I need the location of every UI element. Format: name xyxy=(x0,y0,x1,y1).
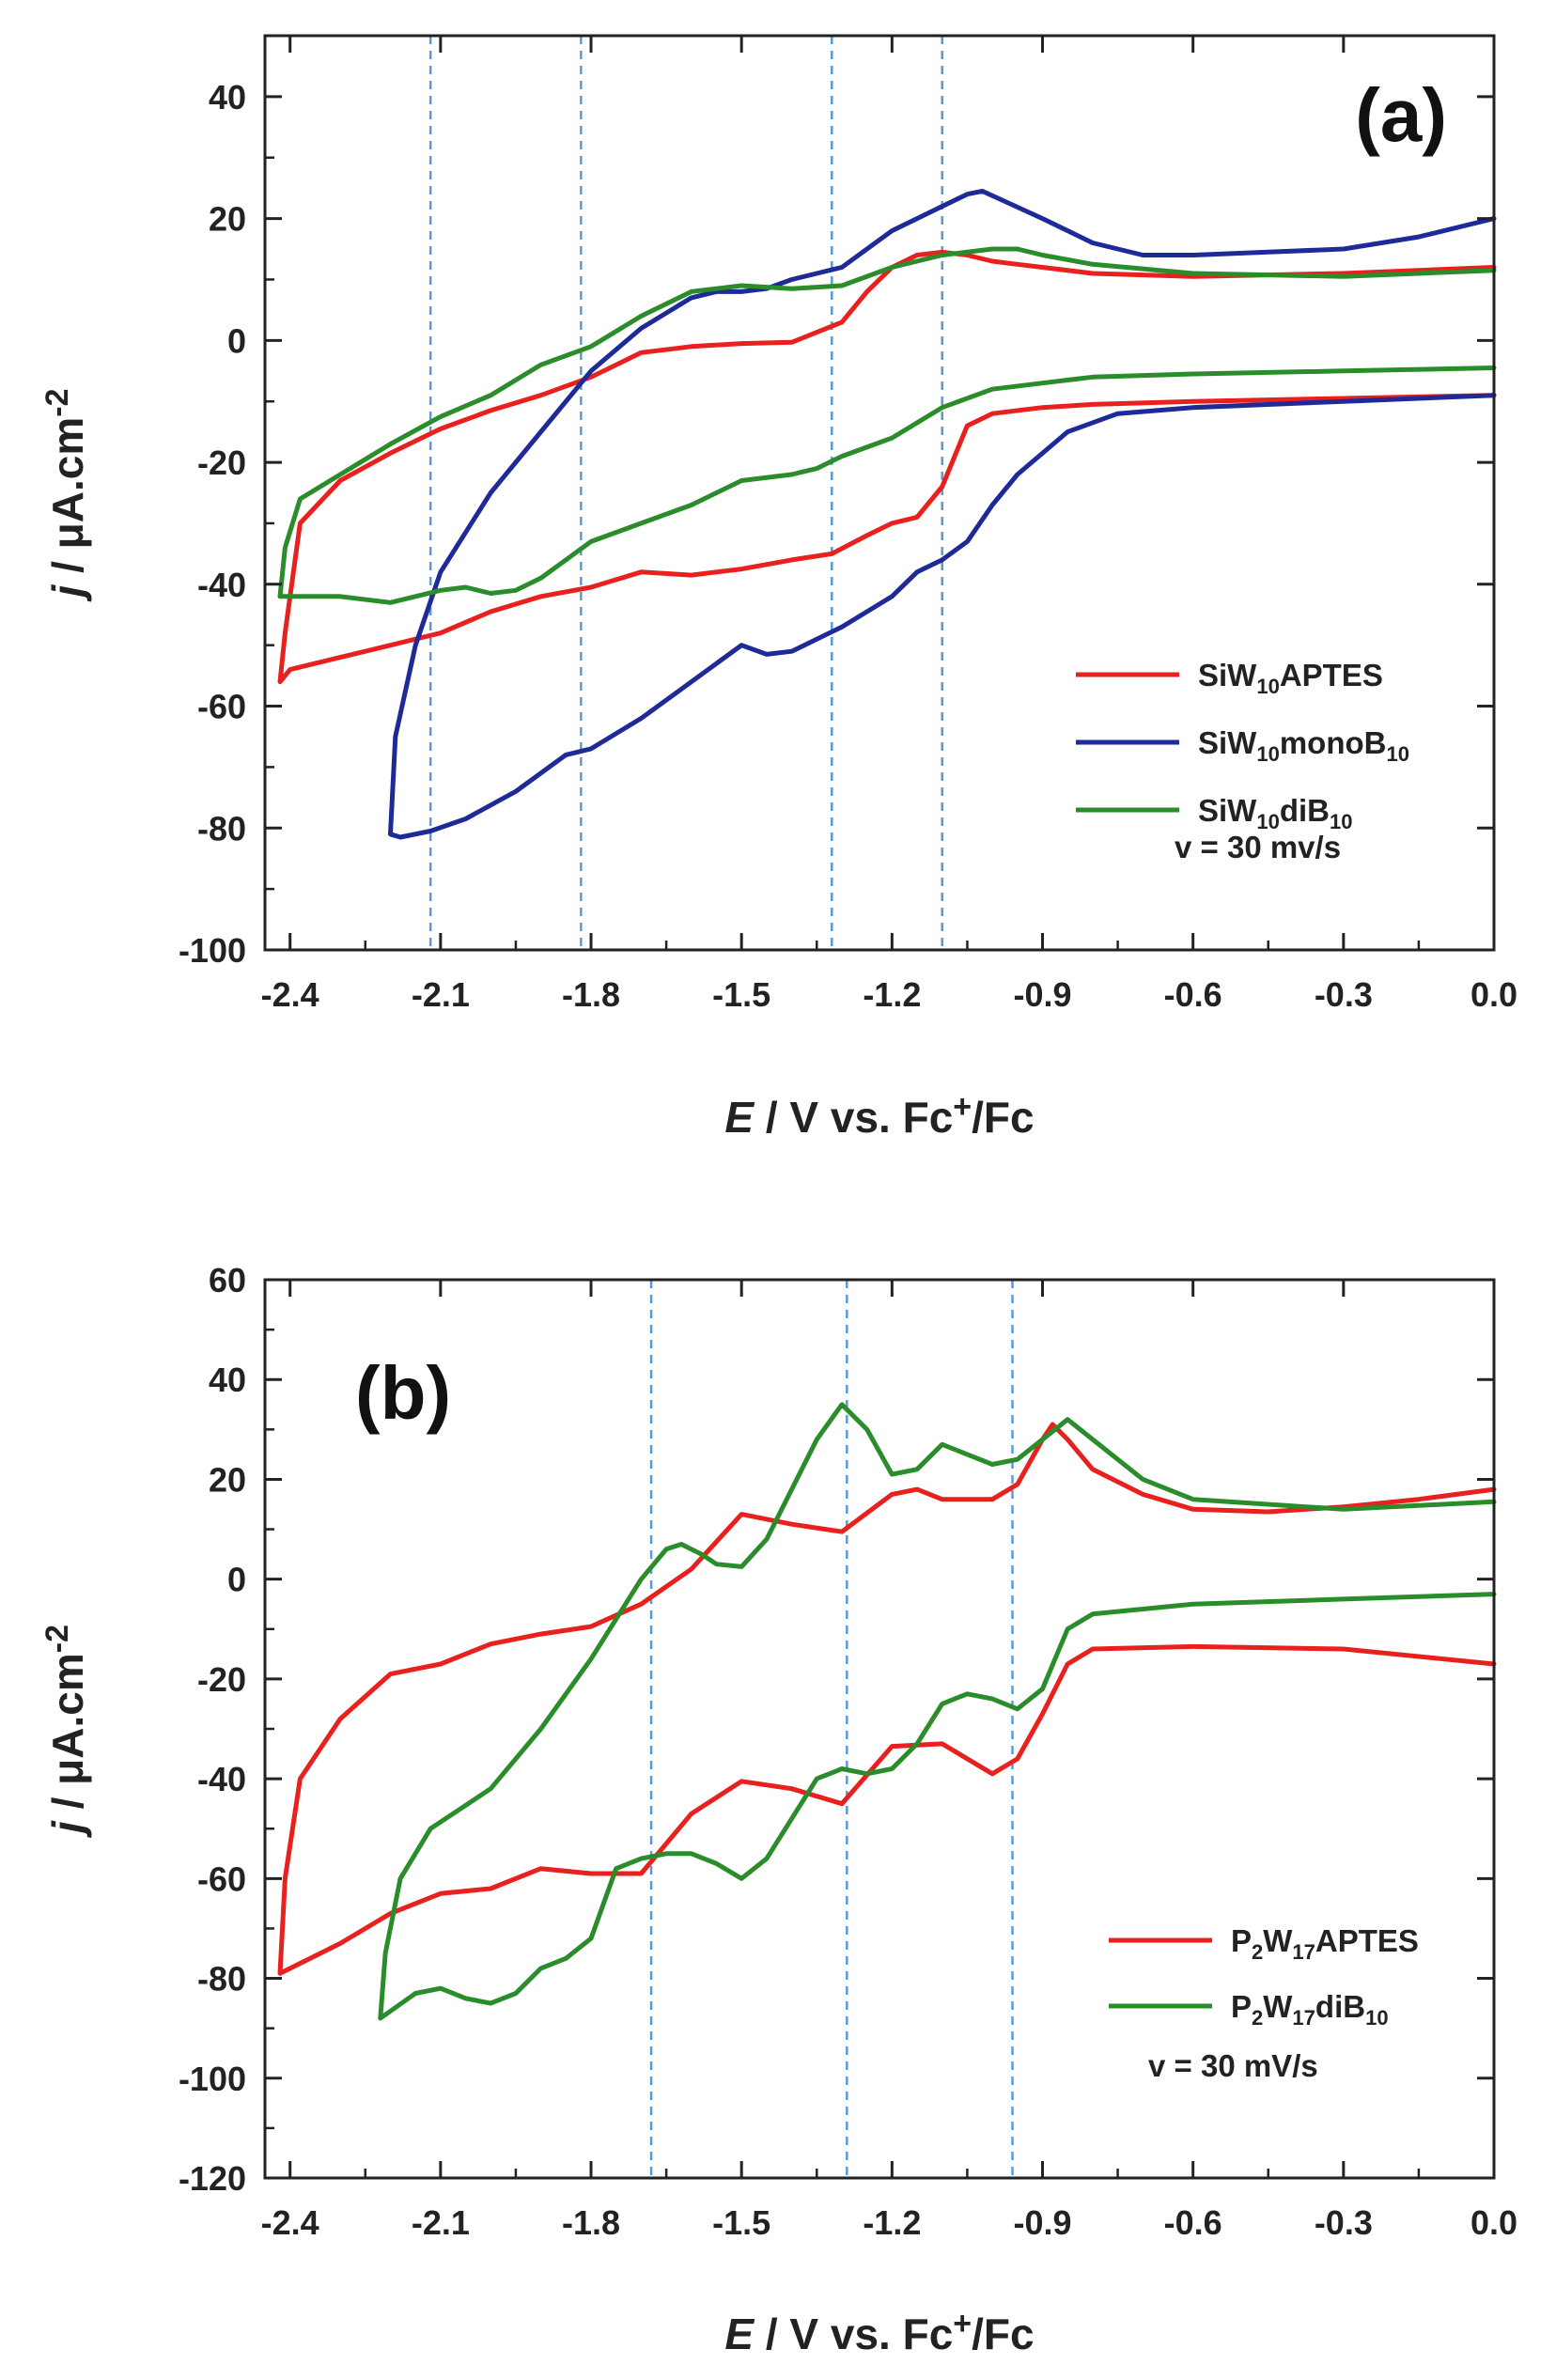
x-tick-label: -2.4 xyxy=(261,2203,319,2242)
legend-label-1: P2W17diB10 xyxy=(1231,1989,1389,2030)
series-line-2 xyxy=(277,246,1497,605)
series-line-0 xyxy=(277,249,1497,685)
panel-label: (a) xyxy=(1355,73,1447,157)
y-tick-label: 0 xyxy=(227,321,246,360)
plot-frame xyxy=(263,34,1496,952)
y-tick-label: 20 xyxy=(209,200,246,239)
y-tick-label: 40 xyxy=(209,1361,246,1399)
y-tick-label: -80 xyxy=(197,809,246,848)
y-tick-label: -60 xyxy=(197,1859,246,1898)
y-tick-label: -100 xyxy=(179,2060,246,2098)
x-tick-label: 0.0 xyxy=(1470,975,1517,1014)
series-line-0 xyxy=(277,1422,1497,1976)
y-tick-label: -60 xyxy=(197,688,246,726)
y-tick-label: -20 xyxy=(197,443,246,482)
y-tick-label: -120 xyxy=(179,2159,246,2198)
x-tick-label: -1.5 xyxy=(712,2203,770,2242)
y-tick-label: -40 xyxy=(197,1760,246,1798)
y-tick-label: 20 xyxy=(209,1460,246,1499)
legend-label-2: SiW10diB10 xyxy=(1198,793,1352,833)
x-tick-label: -2.1 xyxy=(412,975,470,1014)
x-tick-label: -1.2 xyxy=(863,2203,921,2242)
y-tick-label: 0 xyxy=(227,1561,246,1599)
x-tick-label: -0.3 xyxy=(1315,975,1373,1014)
x-axis-label: E / V vs. Fc+/Fc xyxy=(724,2306,1034,2358)
x-tick-label: -2.1 xyxy=(412,2203,470,2242)
y-tick-label: 40 xyxy=(209,78,246,117)
y-axis-label: j / μA.cm-2 xyxy=(39,389,92,602)
x-tick-label: -0.6 xyxy=(1164,2203,1222,2242)
x-tick-label: 0.0 xyxy=(1470,2203,1517,2242)
x-tick-label: -1.8 xyxy=(562,2203,620,2242)
x-tick-label: -1.8 xyxy=(562,975,620,1014)
x-tick-label: -1.2 xyxy=(863,975,921,1014)
series-line-1 xyxy=(388,188,1497,840)
series-line-1 xyxy=(378,1402,1497,2021)
chart-panel-1: -2.4 -2.1 -1.8 -1.5 -1.2 -0.9 -0.6 -0.3 0.0 -120 -… xyxy=(39,1261,1517,2358)
panel-label: (b) xyxy=(355,1351,451,1435)
x-tick-label: -0.3 xyxy=(1315,2203,1373,2242)
x-tick-label: -0.9 xyxy=(1013,975,1071,1014)
y-tick-label: -40 xyxy=(197,566,246,604)
y-tick-label: -100 xyxy=(179,931,246,970)
x-axis-label: E / V vs. Fc+/Fc xyxy=(724,1089,1034,1142)
x-tick-label: -1.5 xyxy=(712,975,770,1014)
scan-rate-label: v = 30 mv/s xyxy=(1175,830,1341,864)
scan-rate-label: v = 30 mV/s xyxy=(1148,2048,1318,2083)
legend-label-0: SiW10APTES xyxy=(1198,658,1383,698)
x-tick-label: -0.6 xyxy=(1164,975,1222,1014)
y-axis-label: j / μA.cm-2 xyxy=(39,1625,92,1838)
legend-label-0: P2W17APTES xyxy=(1231,1923,1419,1964)
x-tick-label: -2.4 xyxy=(261,975,319,1014)
y-tick-label: 60 xyxy=(209,1261,246,1299)
legend-label-1: SiW10monoB10 xyxy=(1198,725,1409,766)
x-tick-label: -0.9 xyxy=(1013,2203,1071,2242)
y-tick-label: -80 xyxy=(197,1960,246,1999)
legend: P2W17APTES P2W17diB10 v = 30 mV/s xyxy=(1109,1923,1419,2083)
chart-panel-0: -2.4 -2.1 -1.8 -1.5 -1.2 -0.9 -0.6 -0.3 0.0 -100 -… xyxy=(39,34,1517,1142)
y-tick-label: -20 xyxy=(197,1660,246,1699)
